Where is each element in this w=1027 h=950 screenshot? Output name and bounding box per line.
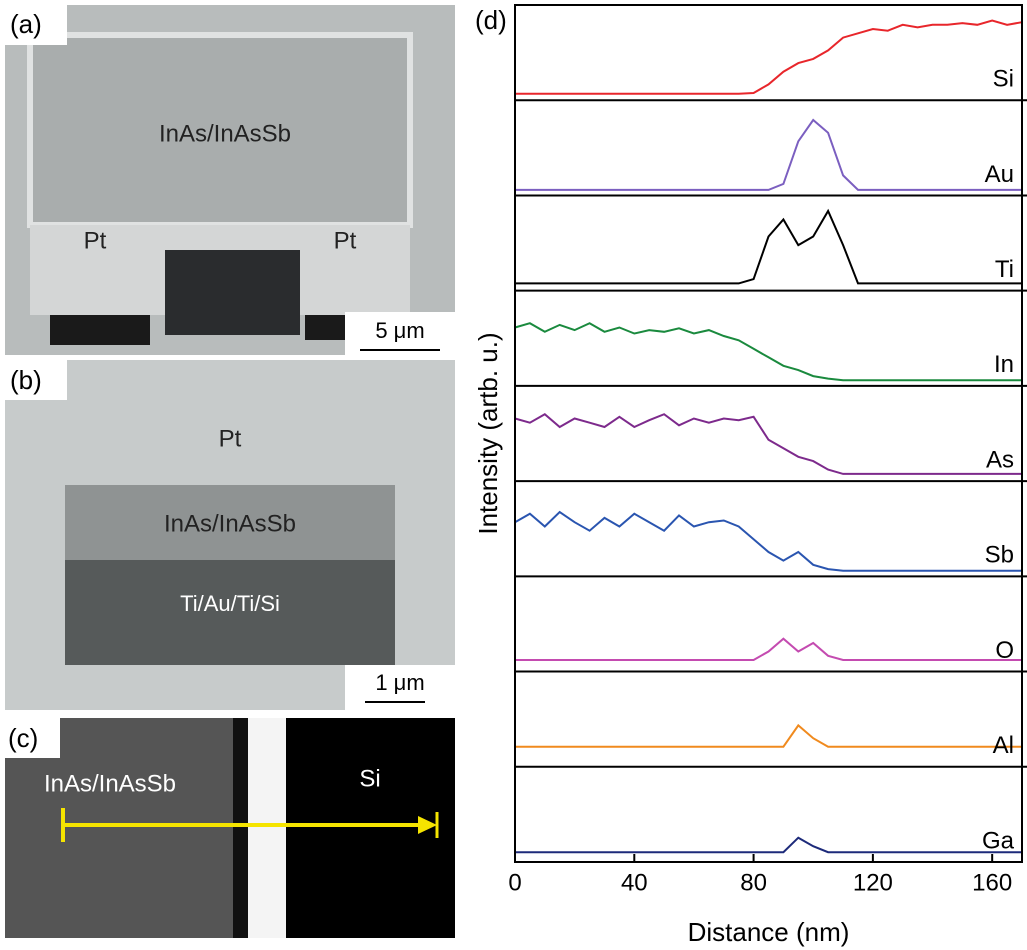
- panel-label: (c): [8, 723, 38, 753]
- element-label: Al: [993, 732, 1014, 759]
- film: [27, 32, 413, 228]
- x-tick-label: 40: [621, 869, 648, 896]
- panel-label: (a): [10, 9, 42, 39]
- shadow: [50, 315, 150, 345]
- substrate: [65, 560, 395, 665]
- layer-label: Pt: [334, 227, 357, 254]
- scale-bg: [345, 312, 455, 355]
- layer-label: InAs/InAsSb: [164, 510, 296, 537]
- label-bg: [5, 360, 67, 400]
- element-label: Ti: [995, 256, 1014, 283]
- panel-label: (b): [10, 365, 42, 395]
- layer-label: InAs/InAsSb: [159, 120, 291, 147]
- element-label: Sb: [985, 542, 1014, 569]
- profile-line: [514, 510, 1022, 572]
- trench: [165, 250, 300, 335]
- element-label: Si: [993, 66, 1014, 93]
- layer: [248, 718, 286, 938]
- profile-line: [515, 637, 1022, 661]
- x-axis-label: Distance (nm): [688, 917, 850, 947]
- scale-label: 5 μm: [375, 318, 424, 343]
- chart-d: (d) Si Au Ti In As Sb O Al Ga 0 40 80 120 160 Distance…: [473, 4, 1027, 947]
- layer-label: Ti/Au/Ti/Si: [180, 591, 280, 616]
- panel-a: (a) InAs/InAsSb Pt Pt 5 μm: [5, 5, 455, 355]
- layer-label: Pt: [84, 227, 107, 254]
- layer: [233, 718, 248, 938]
- x-tick-label: 120: [853, 869, 893, 896]
- profile-line: [515, 723, 1022, 748]
- x-tick-label: 0: [508, 869, 521, 896]
- layer-label: Pt: [219, 425, 242, 452]
- element-label: As: [986, 446, 1014, 473]
- film: [65, 485, 395, 565]
- profile-line: [515, 208, 1022, 285]
- element-label: O: [995, 637, 1014, 664]
- element-label: Au: [985, 161, 1014, 188]
- profile-line: [514, 412, 1022, 475]
- label-bg: [5, 718, 60, 758]
- profile-line: [515, 836, 1022, 854]
- label-bg: [5, 5, 67, 45]
- element-label: Ga: [982, 827, 1015, 854]
- arrow-head: [418, 816, 437, 834]
- y-axis-label: Intensity (artb. u.): [473, 332, 503, 534]
- element-label: In: [994, 351, 1014, 378]
- profile-line: [514, 322, 1022, 382]
- panel-c: (c) InAs/InAsSb Si: [5, 718, 455, 938]
- scale-label: 1 μm: [375, 670, 424, 695]
- profile-line: [515, 118, 1022, 191]
- profile-line: [515, 19, 1023, 95]
- panel-label: (d): [475, 5, 507, 35]
- layer-label: InAs/InAsSb: [44, 770, 176, 797]
- x-tick-label: 80: [740, 869, 767, 896]
- layer-label: Si: [359, 765, 380, 792]
- plot-frame: [514, 4, 1023, 863]
- x-tick-label: 160: [972, 869, 1012, 896]
- panel-b: (b) Pt InAs/InAsSb Ti/Au/Ti/Si 1 μm: [5, 360, 455, 710]
